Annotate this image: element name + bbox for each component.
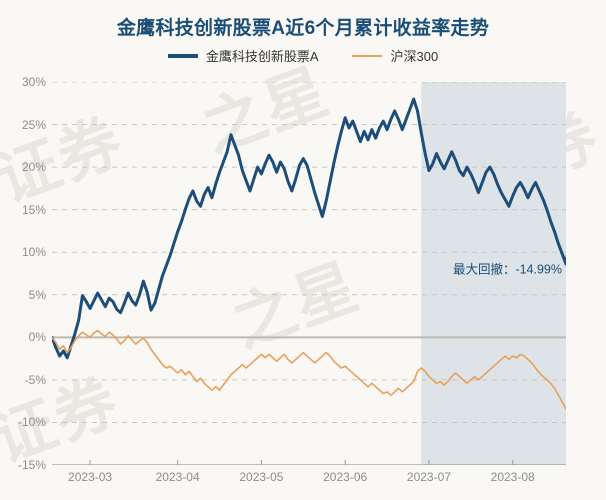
chart-title: 金鹰科技创新股票A近6个月累计收益率走势 bbox=[116, 18, 490, 39]
y-axis-tick-label: -15% bbox=[17, 458, 46, 472]
legend-label-benchmark: 沪深300 bbox=[390, 49, 439, 64]
legend-swatch-benchmark-icon bbox=[352, 54, 383, 57]
x-axis-tick-label: 2023-07 bbox=[406, 470, 451, 484]
legend-item-benchmark: 沪深300 bbox=[352, 46, 438, 65]
drawdown-shade-region bbox=[421, 82, 566, 465]
chart-legend: 金鹰科技创新股票A 沪深300 bbox=[0, 46, 606, 65]
benchmark-line bbox=[51, 329, 571, 415]
y-axis-tick-label: 5% bbox=[28, 287, 46, 302]
y-axis-tick-label: 30% bbox=[21, 75, 46, 89]
chart-svg bbox=[50, 81, 572, 466]
x-axis-tick-label: 2023-08 bbox=[490, 470, 535, 484]
y-axis-tick-label: -10% bbox=[17, 415, 46, 430]
x-axis-tick-label: 2023-05 bbox=[239, 470, 284, 484]
y-axis-tick-label: 20% bbox=[21, 160, 46, 175]
x-axis-tick-label: 2023-03 bbox=[68, 470, 113, 484]
y-axis-tick-label: 25% bbox=[21, 117, 46, 132]
y-axis-tick-label: 0% bbox=[28, 330, 46, 345]
legend-label-fund: 金鹰科技创新股票A bbox=[205, 49, 319, 64]
y-axis-tick-label: -5% bbox=[24, 372, 46, 387]
x-axis-tick-label: 2023-06 bbox=[323, 470, 368, 484]
y-axis-tick-label: 10% bbox=[21, 245, 46, 260]
x-axis-labels: 2023-03 2023-04 2023-05 2023-06 2023-07 2023-… bbox=[0, 470, 606, 490]
x-axis-tick-label: 2023-04 bbox=[155, 470, 200, 484]
fund-line bbox=[50, 97, 572, 360]
legend-item-fund: 金鹰科技创新股票A bbox=[167, 46, 319, 65]
plot-area bbox=[50, 81, 572, 466]
y-axis-labels: 30% 25% 20% 15% 10% 5% 0% -5% -10% -15% bbox=[0, 75, 46, 472]
max-drawdown-annotation: 最大回撤：-14.99% bbox=[452, 262, 562, 277]
legend-swatch-fund-icon bbox=[167, 53, 198, 58]
y-axis-tick-label: 15% bbox=[21, 202, 46, 217]
